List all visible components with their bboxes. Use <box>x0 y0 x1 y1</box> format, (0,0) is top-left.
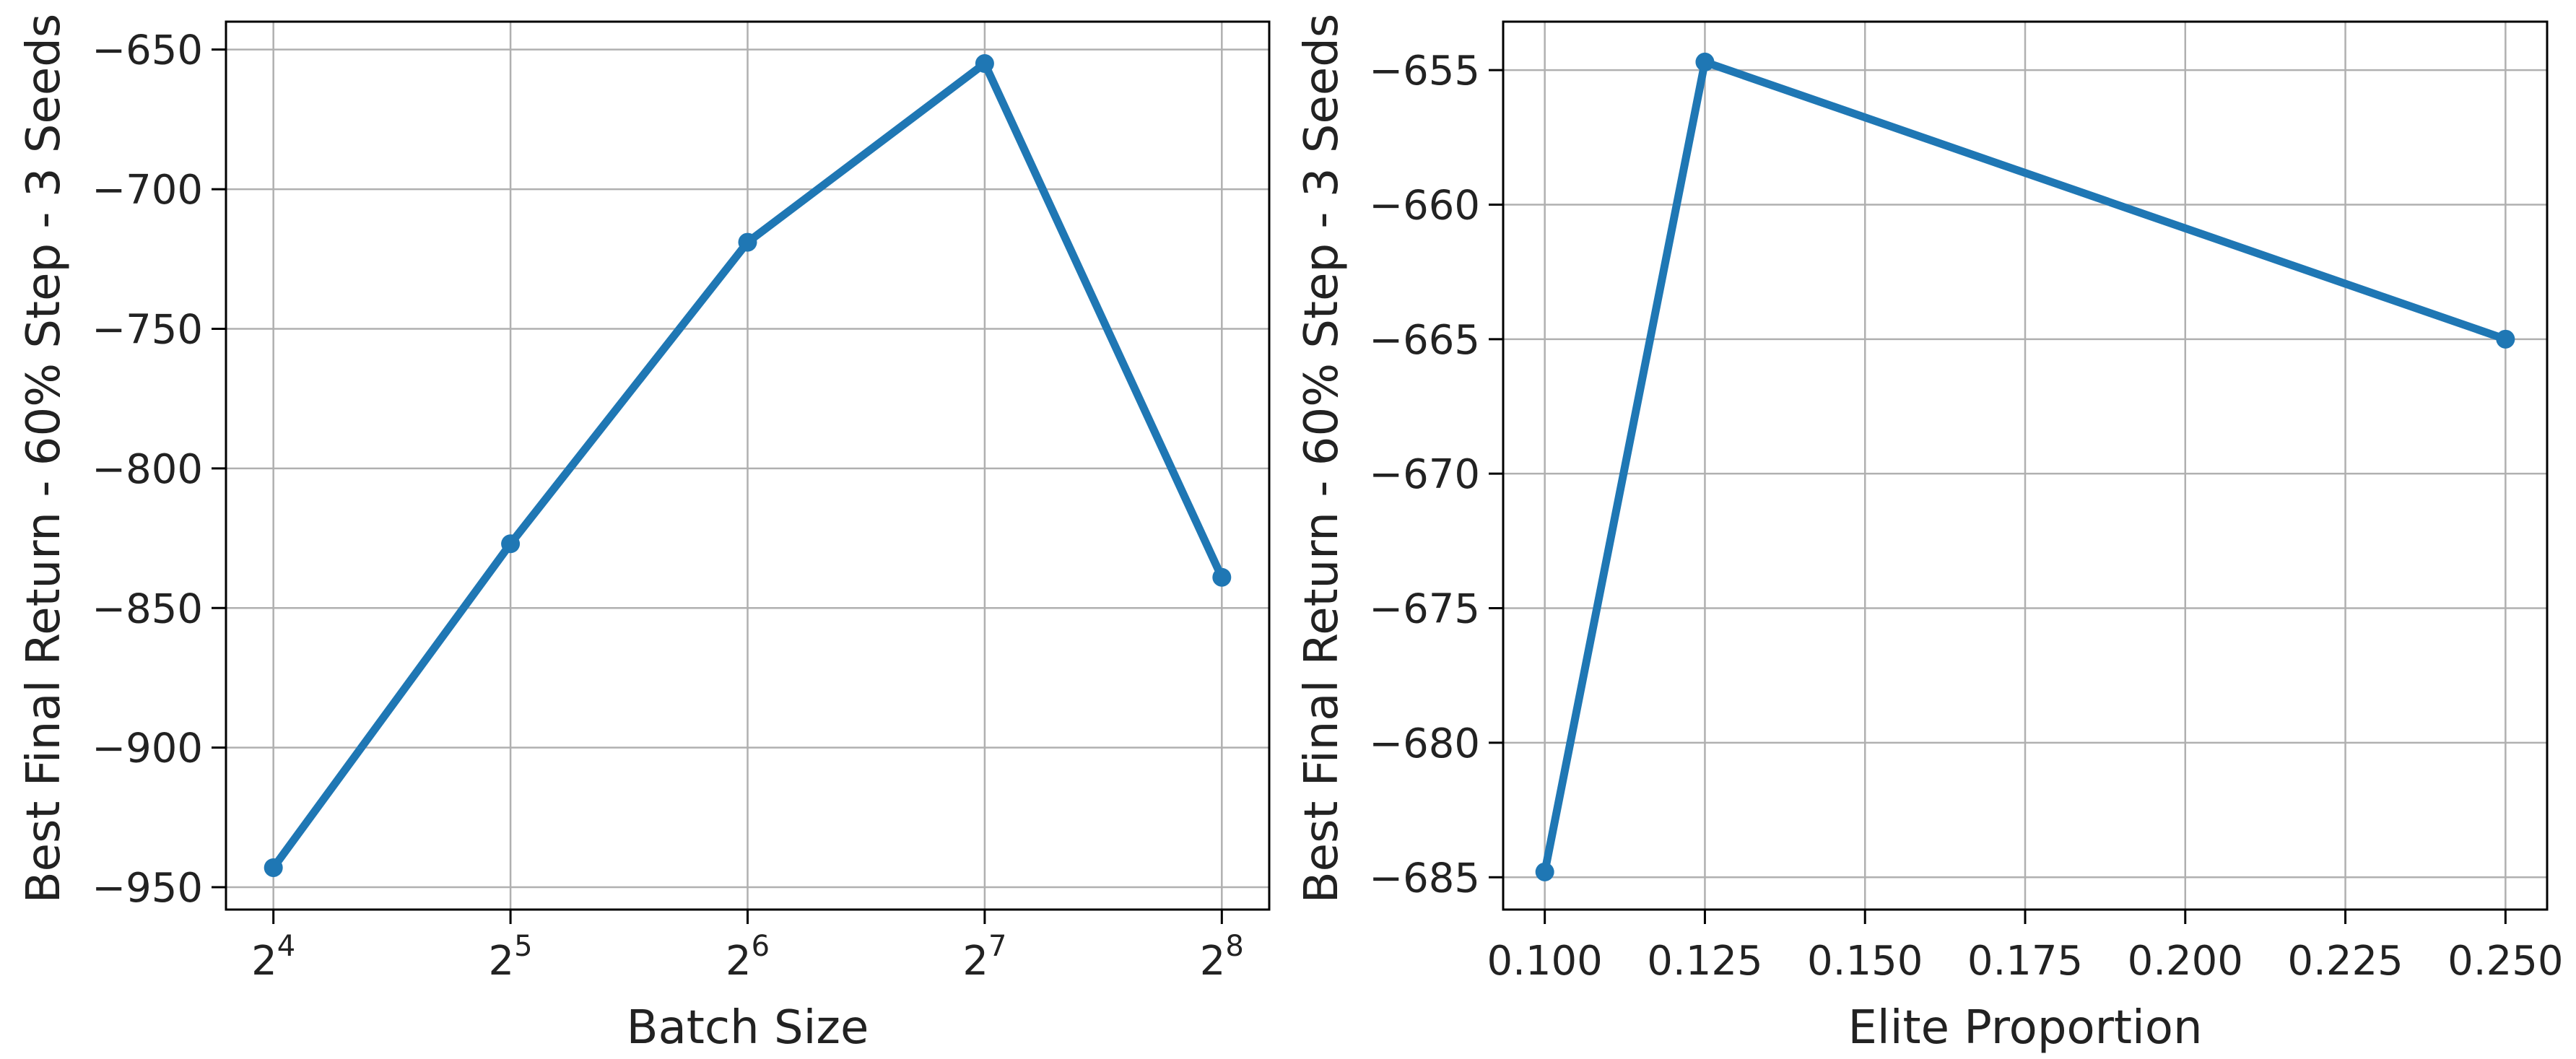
y-tick-label: −950 <box>92 865 203 912</box>
data-point <box>1535 862 1554 881</box>
y-axis-label: Best Final Return - 60% Step - 3 Seeds <box>17 14 71 904</box>
x-tick-label: 25 <box>489 930 533 985</box>
x-tick-label: 0.150 <box>1807 938 1923 985</box>
x-tick-label: 0.175 <box>1967 938 2083 985</box>
y-tick-label: −660 <box>1369 182 1480 229</box>
x-tick-label: 27 <box>962 930 1006 985</box>
x-axis-label: Batch Size <box>627 1001 869 1055</box>
left-chart-panel: −650 −700 −750 −800 −850 −900 −950 24 25 26 27 28 Ba… <box>17 14 1271 1055</box>
data-point <box>975 54 994 74</box>
y-tick-label: −655 <box>1369 48 1480 95</box>
data-point <box>1695 52 1715 71</box>
y-axis-label: Best Final Return - 60% Step - 3 Seeds <box>1295 14 1349 904</box>
y-tick-label: −800 <box>92 446 203 493</box>
x-tick-label: 0.100 <box>1487 938 1602 985</box>
x-tick-label: 0.250 <box>2447 938 2563 985</box>
data-point <box>738 232 757 252</box>
x-tick-label: 0.125 <box>1647 938 1762 985</box>
x-tick-label: 28 <box>1200 930 1244 985</box>
x-tick-label: 26 <box>726 930 770 985</box>
y-tick-label: −700 <box>92 167 203 214</box>
y-tick-label: −850 <box>92 585 203 632</box>
x-axis-label: Elite Proportion <box>1848 1001 2202 1055</box>
x-tick-label: 0.225 <box>2287 938 2403 985</box>
y-tick-label: −685 <box>1369 855 1480 902</box>
data-point <box>264 858 283 877</box>
data-point <box>1212 567 1232 587</box>
data-point <box>501 534 521 554</box>
x-tick-label: 0.200 <box>2128 938 2243 985</box>
y-tick-label: −665 <box>1369 317 1480 364</box>
y-tick-label: −750 <box>92 306 203 353</box>
y-tick-label: −675 <box>1369 586 1480 633</box>
y-tick-label: −900 <box>92 725 203 772</box>
y-tick-label: −680 <box>1369 720 1480 767</box>
x-tick-label: 24 <box>251 930 295 985</box>
y-tick-label: −670 <box>1369 451 1480 498</box>
data-point <box>2496 329 2515 349</box>
y-tick-label: −650 <box>92 27 203 74</box>
